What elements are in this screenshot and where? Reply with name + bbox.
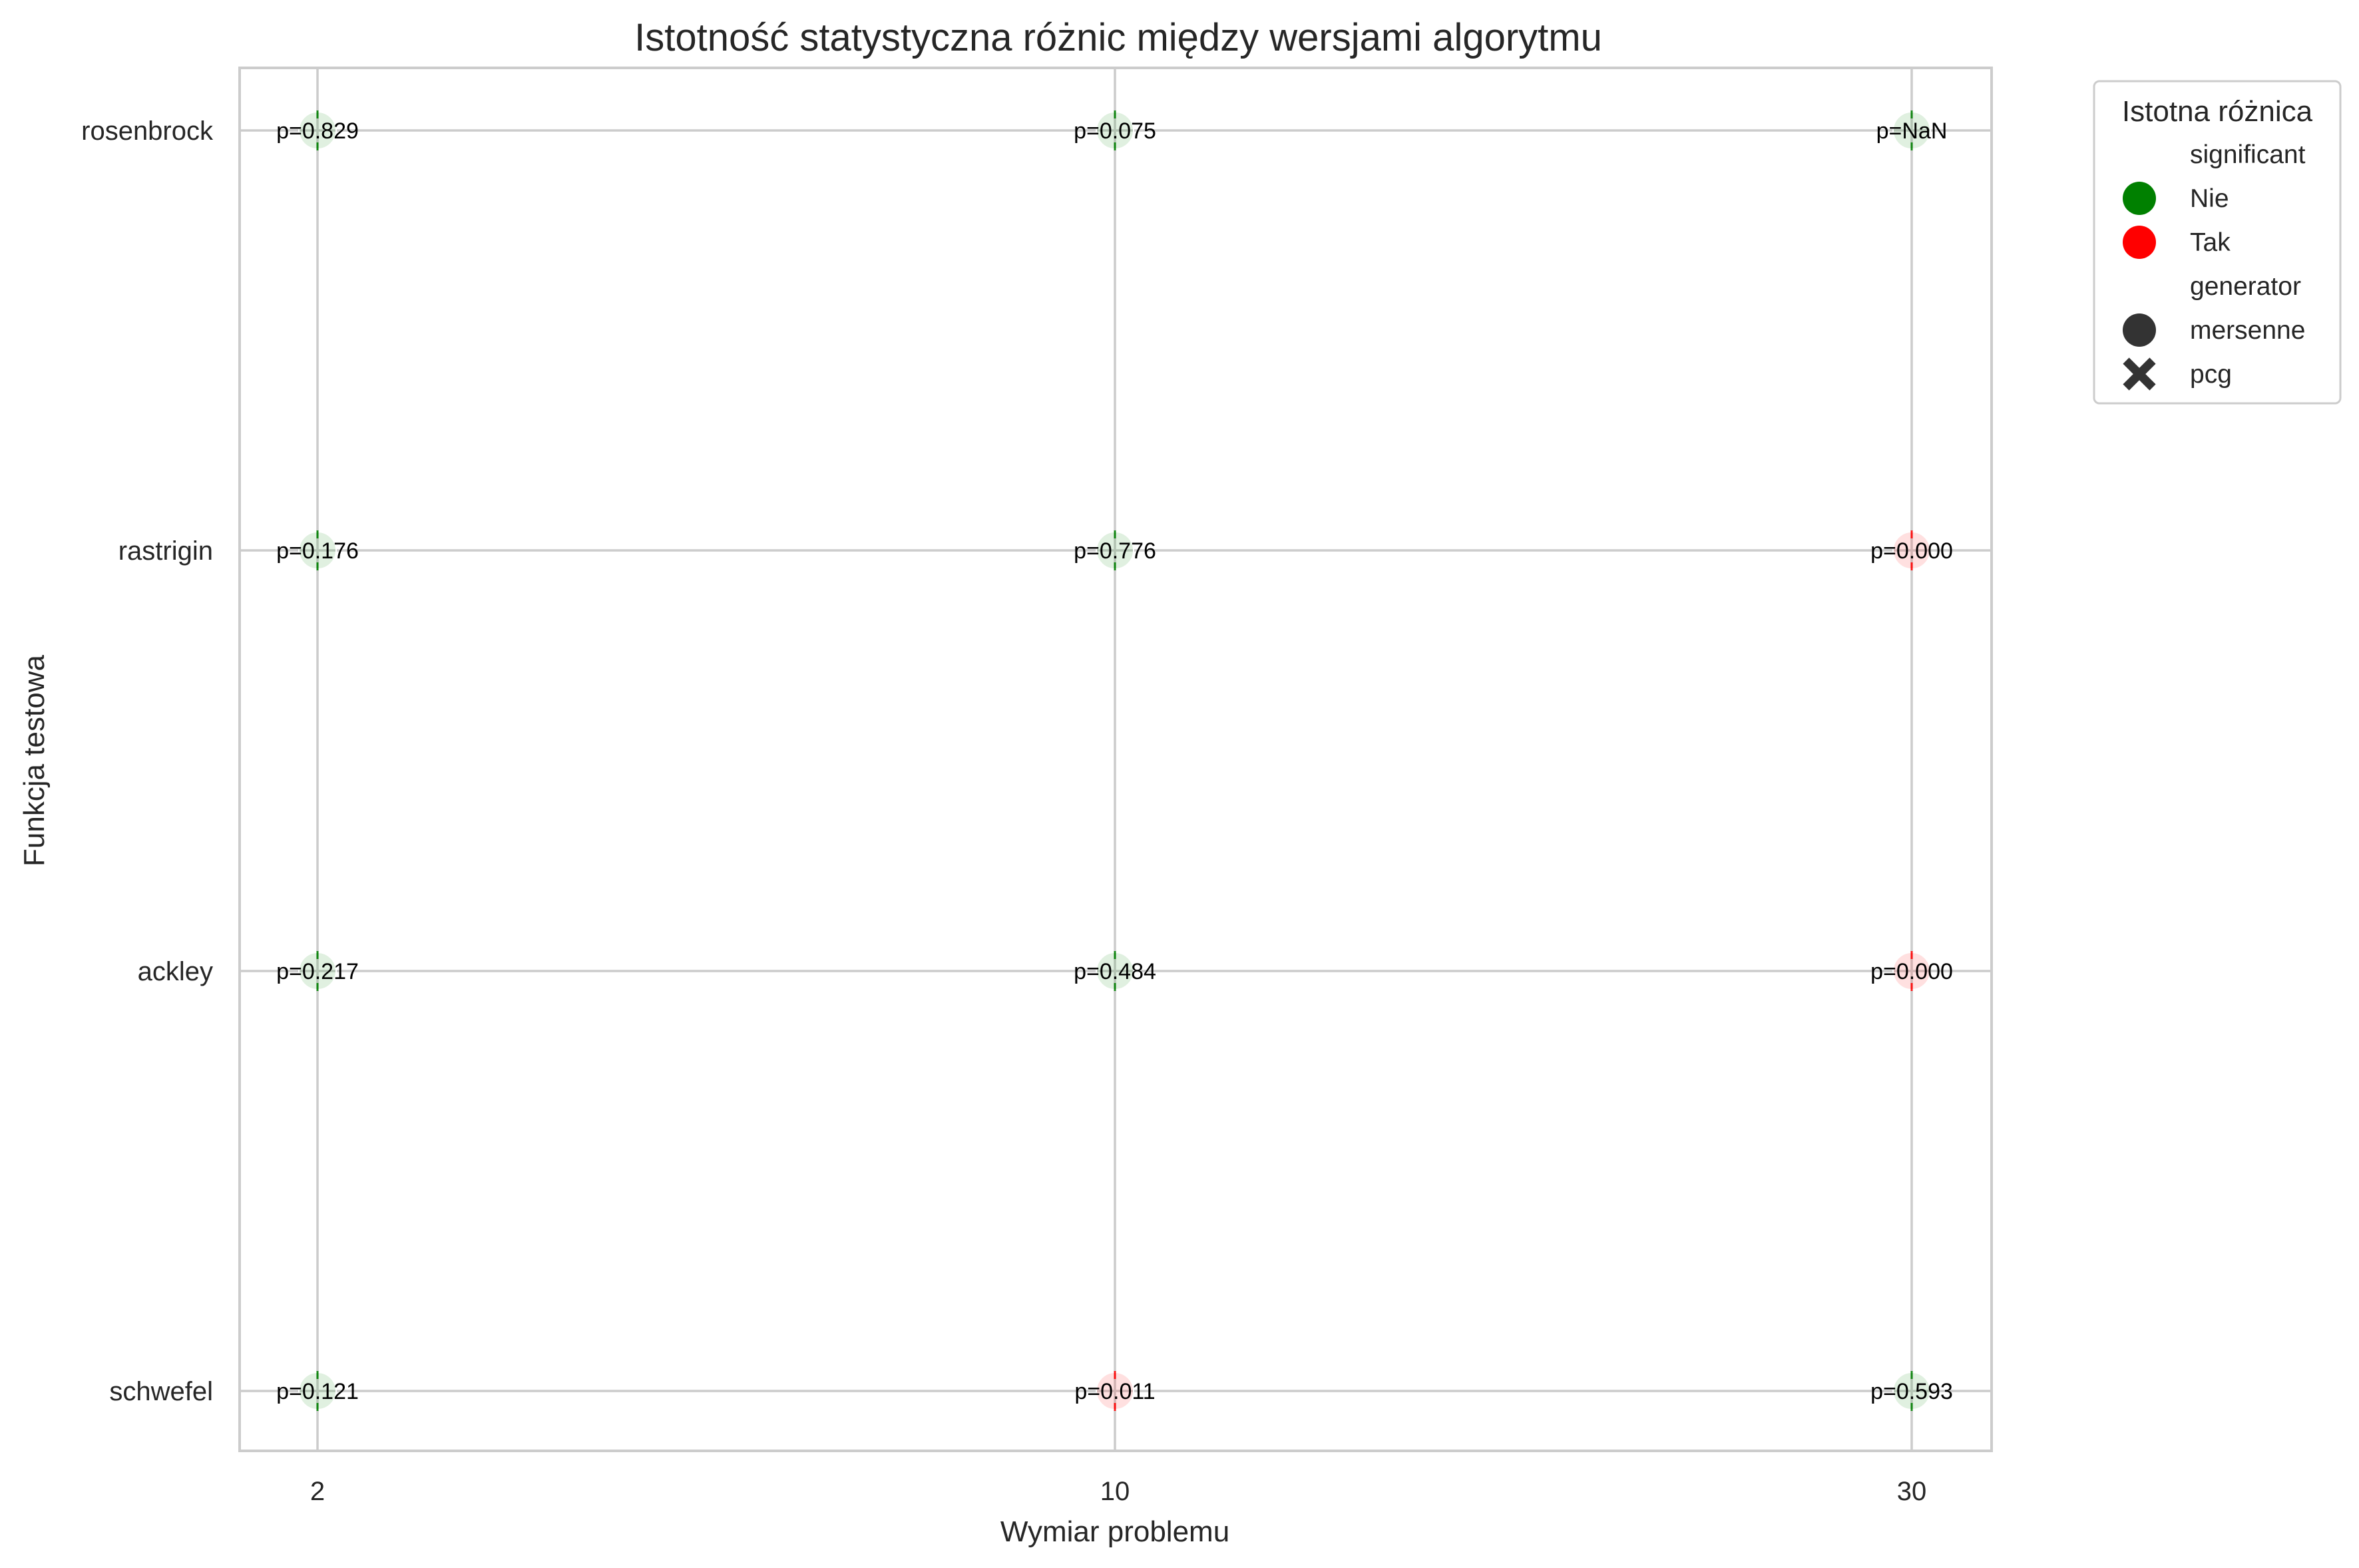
y-tick-label: ackley (138, 957, 213, 986)
x-tick-labels: 2 10 30 (310, 1477, 1926, 1506)
legend-box (2093, 80, 2342, 405)
y-tick-label: schwefel (109, 1377, 213, 1406)
y-tick-label: rosenbrock (81, 116, 214, 146)
p-value-label: p=0.593 (1870, 1379, 1953, 1404)
legend: Istotna różnica significant Nie Tak generato… (2093, 80, 2342, 405)
legend-title: Istotna różnica (2122, 95, 2313, 128)
p-value-label: p=0.829 (276, 118, 359, 144)
p-value-labels: p=0.829 p=0.075 p=NaN p=0.176 p=0.776 p=0.000… (276, 118, 1953, 1404)
legend-color-swatch (2123, 182, 2156, 215)
p-value-label: p=0.121 (276, 1379, 359, 1404)
p-value-label: p=0.776 (1074, 538, 1156, 564)
p-value-label: p=0.000 (1870, 959, 1953, 984)
y-tick-label: rastrigin (118, 536, 213, 566)
p-value-label: p=NaN (1876, 118, 1948, 144)
p-value-label: p=0.011 (1074, 1379, 1155, 1404)
x-tick-label: 2 (310, 1477, 325, 1506)
legend-x-marker (2123, 357, 2156, 391)
y-tick-labels: rosenbrock rastrigin ackley schwefel (81, 116, 214, 1406)
p-value-label: p=0.217 (276, 959, 359, 984)
legend-item-label: pcg (2190, 360, 2232, 389)
p-value-label: p=0.000 (1870, 538, 1953, 564)
x-tick-label: 10 (1100, 1477, 1130, 1506)
data-points (298, 110, 1931, 1411)
legend-item-label: Tak (2190, 228, 2231, 257)
chart-title: Istotność statystyczna różnic między wer… (634, 16, 1602, 59)
p-value-label: p=0.484 (1074, 959, 1156, 984)
x-tick-label: 30 (1897, 1477, 1927, 1506)
legend-style-header: generator (2190, 272, 2301, 301)
legend-circle-marker (2123, 313, 2156, 347)
p-value-label: p=0.075 (1074, 118, 1156, 144)
p-value-label: p=0.176 (276, 538, 359, 564)
legend-item-label: Nie (2190, 184, 2229, 213)
legend-color-swatch (2123, 226, 2156, 259)
legend-item-label: mersenne (2190, 316, 2305, 345)
gridlines (240, 68, 1992, 1451)
y-axis-label: Funkcja testowa (18, 655, 51, 867)
x-axis-label: Wymiar problemu (1000, 1515, 1229, 1548)
legend-hue-header: significant (2190, 140, 2306, 169)
